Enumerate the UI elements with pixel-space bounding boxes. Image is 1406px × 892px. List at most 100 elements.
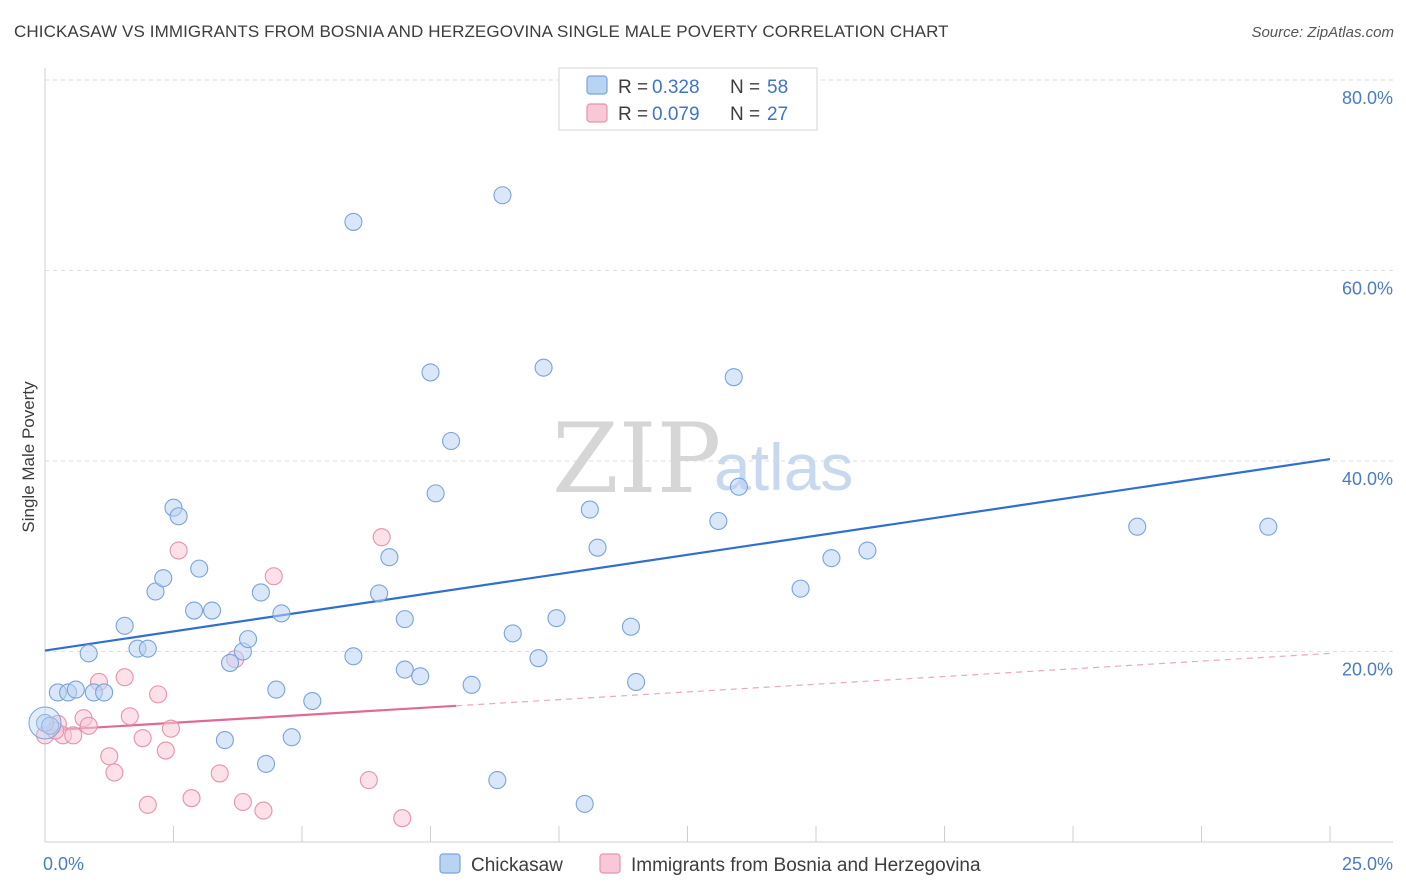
legend-bottom-swatch-bosnia bbox=[599, 853, 621, 874]
bosnia-point bbox=[264, 567, 283, 586]
chickasaw-point bbox=[493, 186, 512, 205]
chickasaw-point bbox=[421, 363, 440, 382]
bosnia-point bbox=[210, 764, 229, 783]
legend-n-label-2: N = bbox=[730, 104, 760, 125]
chickasaw-point bbox=[66, 680, 85, 699]
bosnia-point bbox=[115, 668, 134, 687]
chart-title: CHICKASAW VS IMMIGRANTS FROM BOSNIA AND … bbox=[14, 22, 949, 41]
chickasaw-point bbox=[426, 484, 445, 503]
legend-r-label-2: R = bbox=[618, 104, 648, 125]
legend-top: R = 0.328 N = 58 R = 0.079 N = 27 bbox=[558, 67, 818, 131]
chickasaw-point bbox=[303, 691, 322, 711]
chickasaw-point bbox=[858, 541, 877, 560]
chickasaw-point bbox=[395, 610, 414, 629]
bosnia-point bbox=[64, 726, 83, 745]
chickasaw-point bbox=[1259, 517, 1278, 536]
chickasaw-point bbox=[190, 559, 209, 578]
chickasaw-point bbox=[267, 680, 286, 699]
legend-n-value-1: 58 bbox=[767, 77, 788, 98]
chickasaw-point bbox=[344, 647, 363, 666]
chickasaw-point bbox=[272, 604, 291, 623]
chickasaw-point bbox=[709, 511, 728, 531]
chickasaw-point bbox=[215, 731, 234, 750]
legend-n-label-1: N = bbox=[730, 77, 760, 98]
bosnia-point bbox=[233, 792, 252, 812]
legend-r-value-1: 0.328 bbox=[652, 77, 700, 98]
chickasaw-point bbox=[724, 368, 743, 387]
chickasaw-point bbox=[621, 617, 641, 636]
legend-r-label-1: R = bbox=[618, 77, 648, 98]
bosnia-point bbox=[100, 747, 119, 766]
chickasaw-point bbox=[627, 672, 646, 692]
bosnia-point bbox=[120, 707, 139, 726]
legend-n-value-2: 27 bbox=[767, 104, 788, 125]
chickasaw-point bbox=[115, 616, 134, 635]
legend-swatch-bosnia bbox=[586, 103, 608, 123]
bosnia-point bbox=[156, 741, 175, 760]
chickasaw-cluster-point bbox=[28, 706, 62, 740]
bosnia-point bbox=[79, 716, 98, 735]
y-tick-label: 60.0% bbox=[1342, 279, 1393, 299]
bosnia-point bbox=[138, 795, 157, 814]
x-tick-label-min: 0.0% bbox=[43, 854, 84, 874]
bosnia-point bbox=[133, 729, 152, 748]
axis-layer: 20.0% 40.0% 60.0% 80.0% 0.0% 25.0% bbox=[43, 68, 1393, 874]
chickasaw-point bbox=[411, 667, 430, 686]
bosnia-point bbox=[182, 789, 201, 808]
chickasaw-point bbox=[380, 548, 399, 567]
chickasaw-point bbox=[146, 582, 165, 601]
legend-r-value-2: 0.079 bbox=[652, 104, 700, 125]
y-tick-label: 80.0% bbox=[1342, 88, 1393, 108]
chickasaw-point bbox=[79, 644, 98, 663]
legend-swatch-chickasaw bbox=[586, 75, 608, 95]
source-label: Source: ZipAtlas.com bbox=[1251, 24, 1394, 41]
grid-layer bbox=[45, 79, 1393, 652]
watermark: ZIP atlas bbox=[552, 403, 853, 515]
bosnia-trend-line bbox=[44, 704, 457, 732]
chickasaw-point bbox=[282, 728, 301, 747]
y-tick-label: 40.0% bbox=[1342, 469, 1393, 489]
chickasaw-point bbox=[575, 794, 594, 813]
chickasaw-point bbox=[729, 477, 748, 496]
chickasaw-point bbox=[462, 675, 481, 694]
chickasaw-point bbox=[1128, 517, 1147, 536]
chickasaw-point bbox=[238, 630, 258, 649]
bosnia-point bbox=[169, 541, 188, 560]
legend-bottom-swatch-chickasaw bbox=[439, 853, 461, 874]
points-layer bbox=[28, 186, 1278, 828]
chickasaw-point bbox=[503, 624, 522, 643]
chickasaw-point bbox=[395, 660, 414, 679]
bosnia-point bbox=[149, 685, 168, 704]
chickasaw-point bbox=[442, 431, 461, 451]
chickasaw-point bbox=[95, 683, 114, 702]
legend-bottom: Chickasaw Immigrants from Bosnia and Her… bbox=[439, 853, 981, 876]
bosnia-point bbox=[393, 809, 412, 828]
chickasaw-point bbox=[534, 358, 553, 377]
y-tick-label: 20.0% bbox=[1342, 660, 1393, 680]
bosnia-point bbox=[254, 801, 273, 820]
chickasaw-trend-line bbox=[44, 458, 1331, 652]
chickasaw-point bbox=[547, 609, 566, 628]
bosnia-point bbox=[372, 528, 391, 547]
chickasaw-point bbox=[256, 754, 276, 773]
chickasaw-point bbox=[370, 584, 389, 603]
legend-bottom-label-bosnia: Immigrants from Bosnia and Herzegovina bbox=[631, 855, 981, 876]
chickasaw-point bbox=[203, 601, 222, 620]
legend-bottom-label-chickasaw: Chickasaw bbox=[471, 855, 563, 876]
bosnia-point bbox=[105, 763, 124, 782]
bosnia-point bbox=[161, 719, 180, 738]
bosnia-point bbox=[359, 771, 378, 790]
chickasaw-point bbox=[488, 771, 507, 790]
trend-layer bbox=[44, 458, 1331, 732]
chickasaw-point bbox=[588, 538, 607, 557]
watermark-zip: ZIP bbox=[552, 403, 721, 515]
chickasaw-point bbox=[791, 579, 810, 598]
chickasaw-point bbox=[220, 653, 240, 672]
chickasaw-point bbox=[154, 569, 173, 588]
chickasaw-point bbox=[41, 716, 60, 735]
x-tick-label-max: 25.0% bbox=[1342, 854, 1393, 874]
chickasaw-point bbox=[580, 500, 599, 519]
y-axis-title: Single Male Poverty bbox=[19, 381, 38, 533]
chickasaw-point bbox=[344, 212, 363, 231]
